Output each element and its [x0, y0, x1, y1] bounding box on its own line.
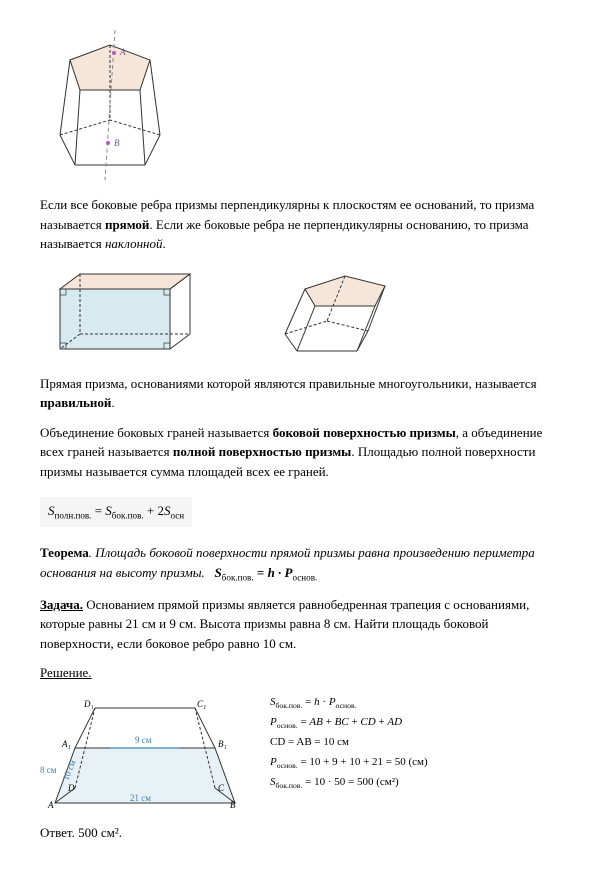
text-italic: наклонной [105, 236, 163, 251]
text-bold: правильной [40, 395, 111, 410]
svg-text:A: A [119, 47, 126, 57]
task-label: Задача. [40, 597, 83, 612]
sub: осн [171, 511, 185, 521]
sub: бок.пов. [222, 572, 254, 582]
text-bold: полной поверхностью призмы [173, 444, 352, 459]
paragraph-2: Прямая призма, основаниями которой являю… [40, 374, 555, 413]
paragraph-3: Объединение боковых граней называется бо… [40, 423, 555, 482]
op: = [254, 565, 268, 580]
val: 21 см [126, 616, 156, 631]
calc-line: Pоснов. = AB + BC + CD + AD [270, 713, 428, 733]
paragraph-1: Если все боковые ребра призмы перпендику… [40, 195, 555, 254]
text-bold: прямой [105, 217, 149, 232]
calc-line: Sбок.пов. = h · Pоснов. [270, 693, 428, 713]
svg-text:A₁: A₁ [61, 739, 71, 749]
solution-label: Решение. [40, 665, 92, 680]
svg-text:B₁: B₁ [218, 739, 227, 749]
op: = [91, 503, 105, 518]
val: 8 см [324, 616, 348, 631]
val: 9 см [169, 616, 193, 631]
op: + 2 [144, 503, 164, 518]
calc-line: Sбок.пов. = 10 · 50 = 500 (см²) [270, 773, 428, 793]
svg-text:9 см: 9 см [135, 735, 152, 745]
text: . [111, 395, 114, 410]
fig-oblique-prism [260, 264, 410, 364]
text: и [156, 616, 169, 631]
svg-text:8 см: 8 см [40, 765, 57, 775]
text: . Высота призмы равна [193, 616, 324, 631]
text: Объединение боковых граней называется [40, 425, 273, 440]
fig-rect-prism [40, 264, 200, 364]
sub: полн.пов. [55, 511, 92, 521]
text: Прямая призма, основаниями которой являю… [40, 376, 537, 391]
svg-text:D: D [67, 783, 75, 793]
svg-text:B: B [230, 800, 236, 810]
text: . [162, 236, 165, 251]
svg-text:C: C [218, 783, 225, 793]
svg-text:B: B [114, 138, 120, 148]
var: h · P [268, 565, 293, 580]
sub: основ. [292, 572, 317, 582]
answer-label: Ответ. [40, 825, 78, 840]
answer: Ответ. 500 см². [40, 823, 555, 843]
var: S [215, 565, 222, 580]
formula-lateral: Sбок.пов. = h · Pоснов. [215, 565, 318, 580]
calc-line: CD = AB = 10 см [270, 733, 428, 753]
svg-text:A: A [47, 800, 54, 810]
val: 10 см [263, 636, 293, 651]
fig-trapezoid-prism: A B C D A₁ B₁ C₁ D₁ 8 см 10 см 9 см 21 с… [40, 693, 240, 813]
calc-line: Pоснов. = 10 + 9 + 10 + 21 = 50 (см) [270, 753, 428, 773]
theorem: Теорема. Площадь боковой поверхности пря… [40, 543, 555, 585]
task: Задача. Основанием прямой призмы являетс… [40, 595, 555, 654]
calculation-block: Sбок.пов. = h · Pоснов. Pоснов. = AB + B… [270, 693, 428, 793]
svg-text:C₁: C₁ [197, 699, 206, 709]
svg-text:D₁: D₁ [83, 699, 94, 709]
svg-text:21 см: 21 см [130, 793, 151, 803]
theorem-label: Теорема [40, 545, 89, 560]
sub: бок.пов. [112, 511, 144, 521]
formula-full-surface: Sполн.пов. = Sбок.пов. + 2Sосн [40, 497, 192, 527]
text: . [293, 636, 296, 651]
text-bold: боковой поверхностью призмы [273, 425, 456, 440]
answer-value: 500 см². [78, 825, 122, 840]
fig-pentagonal-prism: A B [40, 25, 180, 185]
